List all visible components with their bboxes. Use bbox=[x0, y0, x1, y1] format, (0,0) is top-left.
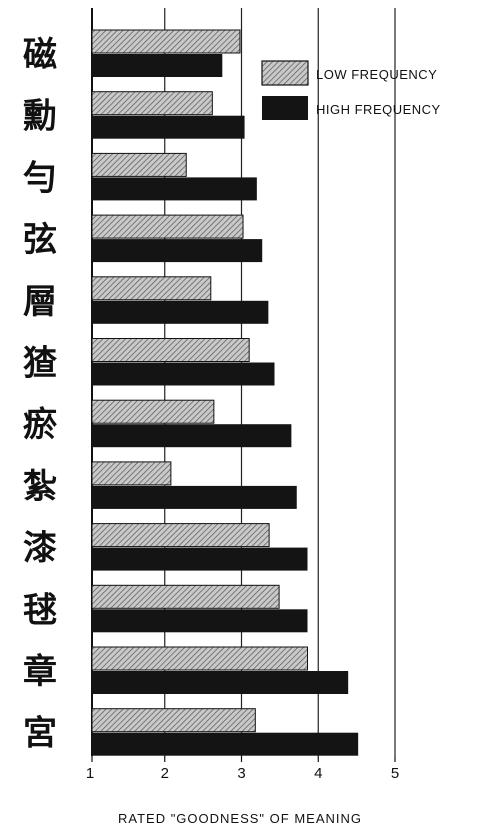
bar-low-frequency bbox=[91, 152, 187, 177]
category-label: 磁 bbox=[23, 35, 57, 75]
category-label: 毬 bbox=[23, 590, 57, 630]
bar-low-frequency bbox=[91, 461, 172, 486]
bars-group bbox=[91, 29, 359, 756]
x-tick-label: 5 bbox=[391, 765, 399, 782]
legend-label-low: LOW FREQUENCY bbox=[316, 67, 437, 82]
legend-label-high: HIGH FREQUENCY bbox=[316, 102, 441, 117]
bar-low-frequency bbox=[91, 338, 250, 362]
category-label: 弦 bbox=[23, 220, 57, 260]
legend: LOW FREQUENCY HIGH FREQUENCY bbox=[261, 60, 441, 120]
category-label: 勳 bbox=[23, 97, 57, 137]
x-axis-ticks: 1 2 3 4 5 bbox=[86, 756, 399, 782]
bar-low-frequency bbox=[91, 708, 256, 733]
bar-low-frequency bbox=[91, 523, 270, 548]
category-label: 瘀 bbox=[23, 405, 57, 445]
category-label: 宮 bbox=[23, 714, 57, 754]
bar-low-frequency bbox=[91, 214, 244, 239]
x-tick-label: 3 bbox=[237, 765, 245, 782]
bar-high-frequency bbox=[92, 115, 245, 139]
x-tick-label: 4 bbox=[314, 765, 322, 782]
x-tick-label: 1 bbox=[86, 765, 94, 782]
bar-high-frequency bbox=[92, 239, 263, 263]
category-label: 勻 bbox=[23, 158, 57, 198]
legend-swatch-high bbox=[262, 96, 308, 120]
bar-high-frequency bbox=[92, 732, 359, 756]
category-label: 漆 bbox=[23, 529, 57, 569]
x-axis-title: RATED "GOODNESS" OF MEANING bbox=[118, 811, 362, 826]
bar-low-frequency bbox=[91, 29, 241, 54]
bar-high-frequency bbox=[92, 362, 275, 386]
bar-low-frequency bbox=[91, 91, 213, 116]
category-label: 章 bbox=[23, 652, 57, 692]
legend-swatch-low bbox=[261, 60, 309, 86]
x-tick-label: 2 bbox=[161, 765, 169, 782]
bar-low-frequency bbox=[91, 584, 280, 609]
category-label: 層 bbox=[23, 282, 57, 322]
bar-high-frequency bbox=[92, 547, 308, 571]
bar-low-frequency bbox=[91, 276, 212, 301]
bar-low-frequency bbox=[91, 646, 309, 671]
bar-high-frequency bbox=[92, 177, 257, 201]
bar-high-frequency bbox=[92, 609, 308, 633]
category-label: 紮 bbox=[23, 467, 57, 507]
bar-high-frequency bbox=[92, 424, 292, 448]
bar-high-frequency bbox=[92, 485, 297, 509]
category-label: 猹 bbox=[23, 344, 58, 384]
bar-high-frequency bbox=[92, 300, 269, 324]
bar-low-frequency bbox=[91, 399, 215, 424]
bar-high-frequency bbox=[92, 54, 223, 77]
bar-high-frequency bbox=[92, 671, 349, 694]
